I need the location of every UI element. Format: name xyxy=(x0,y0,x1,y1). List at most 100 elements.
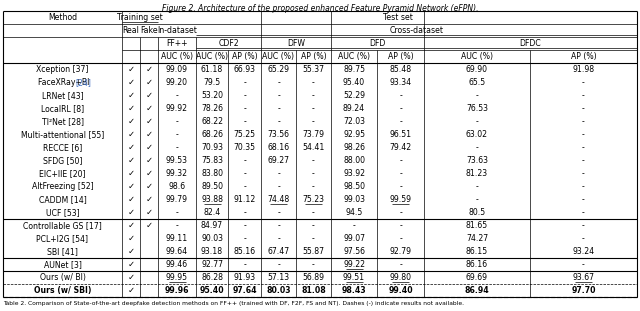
Text: ✓: ✓ xyxy=(127,78,134,87)
Text: LRNet [43]: LRNet [43] xyxy=(42,91,83,100)
Text: 99.11: 99.11 xyxy=(166,234,188,243)
Text: -: - xyxy=(582,117,585,126)
Text: 68.16: 68.16 xyxy=(268,143,289,152)
Text: 81.23: 81.23 xyxy=(466,169,488,178)
Text: 99.96: 99.96 xyxy=(164,286,189,295)
Text: 93.34: 93.34 xyxy=(389,78,412,87)
Text: -: - xyxy=(312,260,315,269)
Text: TI²Net [28]: TI²Net [28] xyxy=(42,117,83,126)
Text: 55.87: 55.87 xyxy=(303,247,324,256)
Text: -: - xyxy=(582,104,585,113)
Text: AUC (%): AUC (%) xyxy=(161,52,193,61)
Text: 91.93: 91.93 xyxy=(234,273,255,282)
Text: -: - xyxy=(399,117,402,126)
Text: -: - xyxy=(582,130,585,139)
Text: 89.50: 89.50 xyxy=(201,182,223,191)
Text: -: - xyxy=(312,234,315,243)
Text: -: - xyxy=(582,143,585,152)
Text: ✓: ✓ xyxy=(145,195,152,204)
Text: 99.03: 99.03 xyxy=(343,195,365,204)
Text: Cross-dataset: Cross-dataset xyxy=(390,26,444,35)
Text: 75.25: 75.25 xyxy=(234,130,255,139)
Text: -: - xyxy=(277,182,280,191)
Text: 91.12: 91.12 xyxy=(234,195,255,204)
Text: Fake: Fake xyxy=(140,26,158,35)
Text: 98.43: 98.43 xyxy=(342,286,366,295)
Text: ✓: ✓ xyxy=(127,273,134,282)
Text: DFW: DFW xyxy=(287,39,305,48)
Text: -: - xyxy=(243,208,246,217)
Text: ✓: ✓ xyxy=(145,78,152,87)
Text: 88.00: 88.00 xyxy=(343,156,365,165)
Text: ✓: ✓ xyxy=(127,260,134,269)
Text: -: - xyxy=(312,78,315,87)
Text: ✓: ✓ xyxy=(127,169,134,178)
Text: 95.40: 95.40 xyxy=(200,286,224,295)
Text: -: - xyxy=(277,117,280,126)
Text: 98.50: 98.50 xyxy=(343,182,365,191)
Text: 80.5: 80.5 xyxy=(468,208,486,217)
Text: 99.51: 99.51 xyxy=(343,273,365,282)
Text: FF++: FF++ xyxy=(166,39,188,48)
Text: ✓: ✓ xyxy=(127,91,134,100)
Text: ✓: ✓ xyxy=(127,65,134,74)
Text: 73.79: 73.79 xyxy=(303,130,324,139)
Text: 74.48: 74.48 xyxy=(268,195,290,204)
Text: -: - xyxy=(582,78,585,87)
Text: CADDM [14]: CADDM [14] xyxy=(38,195,86,204)
Text: -: - xyxy=(399,91,402,100)
Text: -: - xyxy=(312,221,315,230)
Text: 97.70: 97.70 xyxy=(572,286,596,295)
Text: ✓: ✓ xyxy=(127,247,134,256)
Text: PCL+I2G [54]: PCL+I2G [54] xyxy=(36,234,88,243)
Text: -: - xyxy=(243,91,246,100)
Text: 65.5: 65.5 xyxy=(468,78,486,87)
Text: 99.64: 99.64 xyxy=(166,247,188,256)
Text: 93.92: 93.92 xyxy=(343,169,365,178)
Text: Ours (w/ BI): Ours (w/ BI) xyxy=(40,273,85,282)
Text: -: - xyxy=(312,182,315,191)
Text: 89.24: 89.24 xyxy=(343,104,365,113)
Text: -: - xyxy=(243,117,246,126)
Text: -: - xyxy=(312,208,315,217)
Text: Training set: Training set xyxy=(117,13,163,22)
Text: -: - xyxy=(277,169,280,178)
Text: ✓: ✓ xyxy=(127,130,134,139)
Text: 69.27: 69.27 xyxy=(268,156,289,165)
Text: -: - xyxy=(399,221,402,230)
Text: -: - xyxy=(277,221,280,230)
Text: -: - xyxy=(582,169,585,178)
Text: ✓: ✓ xyxy=(145,221,152,230)
Text: -: - xyxy=(277,234,280,243)
Text: -: - xyxy=(175,130,179,139)
Text: AUNet [3]: AUNet [3] xyxy=(44,260,81,269)
Text: LocalRL [8]: LocalRL [8] xyxy=(41,104,84,113)
Text: 98.26: 98.26 xyxy=(343,143,365,152)
Text: -: - xyxy=(243,78,246,87)
Text: -: - xyxy=(175,208,179,217)
Text: ✓: ✓ xyxy=(127,117,134,126)
Text: 92.95: 92.95 xyxy=(343,130,365,139)
Text: -: - xyxy=(582,234,585,243)
Text: 91.98: 91.98 xyxy=(572,65,595,74)
Text: 89.75: 89.75 xyxy=(343,65,365,74)
Text: AUC (%): AUC (%) xyxy=(262,52,294,61)
Text: 53.20: 53.20 xyxy=(201,91,223,100)
Text: 99.40: 99.40 xyxy=(388,286,413,295)
Text: -: - xyxy=(399,234,402,243)
Text: -: - xyxy=(582,208,585,217)
Text: -: - xyxy=(312,91,315,100)
Text: 57.13: 57.13 xyxy=(268,273,289,282)
Text: 98.6: 98.6 xyxy=(168,182,186,191)
Text: 78.26: 78.26 xyxy=(201,104,223,113)
Text: Real: Real xyxy=(123,26,140,35)
Text: 99.95: 99.95 xyxy=(166,273,188,282)
Text: 99.53: 99.53 xyxy=(166,156,188,165)
Text: 69.90: 69.90 xyxy=(466,65,488,74)
Text: AP (%): AP (%) xyxy=(232,52,257,61)
Text: -: - xyxy=(399,208,402,217)
Text: 99.79: 99.79 xyxy=(166,195,188,204)
Text: EIC+IIE [20]: EIC+IIE [20] xyxy=(39,169,86,178)
Text: Test set: Test set xyxy=(383,13,412,22)
Text: ✓: ✓ xyxy=(127,234,134,243)
